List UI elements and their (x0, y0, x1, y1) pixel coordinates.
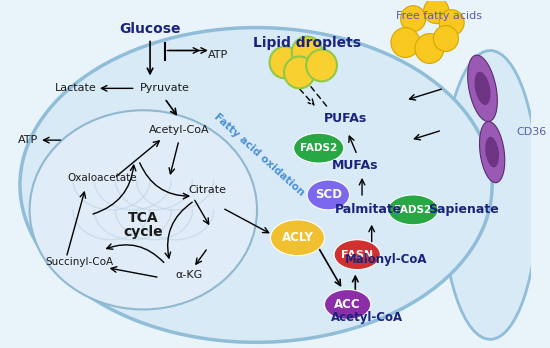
Ellipse shape (388, 195, 438, 225)
Circle shape (391, 27, 420, 57)
Ellipse shape (468, 55, 497, 121)
Ellipse shape (30, 110, 257, 309)
Ellipse shape (20, 27, 492, 342)
Text: Malonyl-CoA: Malonyl-CoA (345, 253, 427, 266)
Ellipse shape (485, 137, 499, 167)
Text: Lactate: Lactate (55, 83, 97, 93)
Ellipse shape (480, 121, 505, 183)
Circle shape (439, 10, 464, 35)
Text: CD36: CD36 (516, 127, 547, 137)
Text: MUFAs: MUFAs (332, 159, 378, 172)
Circle shape (433, 26, 458, 52)
Circle shape (415, 33, 444, 63)
Text: ATP: ATP (208, 50, 228, 61)
Text: ACLY: ACLY (282, 231, 314, 244)
Circle shape (270, 47, 300, 78)
Ellipse shape (294, 133, 344, 163)
Text: Acetyl-CoA: Acetyl-CoA (331, 311, 403, 324)
Text: ATP: ATP (18, 135, 38, 145)
Circle shape (306, 49, 337, 81)
Text: Glucose: Glucose (119, 22, 181, 35)
Text: TCA: TCA (128, 211, 158, 225)
Text: α-KG: α-KG (175, 270, 202, 279)
Text: cycle: cycle (124, 225, 163, 239)
Ellipse shape (334, 240, 381, 270)
Text: ACC: ACC (334, 298, 361, 311)
Text: Free fatty acids: Free fatty acids (396, 11, 482, 21)
Text: FADS2: FADS2 (394, 205, 432, 215)
Circle shape (400, 6, 426, 32)
Ellipse shape (442, 50, 538, 339)
Ellipse shape (307, 180, 349, 210)
Text: Lipid droplets: Lipid droplets (253, 35, 361, 49)
Text: Succinyl-CoA: Succinyl-CoA (46, 256, 114, 267)
Ellipse shape (271, 220, 324, 256)
Text: SCD: SCD (315, 188, 342, 201)
Text: Sapienate: Sapienate (428, 203, 499, 216)
Ellipse shape (324, 290, 371, 319)
Text: Oxaloacetate: Oxaloacetate (67, 173, 137, 183)
Text: FADS2: FADS2 (300, 143, 337, 153)
Ellipse shape (475, 72, 491, 105)
Circle shape (284, 56, 315, 88)
Text: PUFAs: PUFAs (324, 112, 367, 125)
Circle shape (292, 37, 322, 69)
Text: Citrate: Citrate (189, 185, 227, 195)
Text: Pyruvate: Pyruvate (140, 83, 189, 93)
Circle shape (424, 0, 449, 24)
Text: Palmitate: Palmitate (335, 203, 403, 216)
Text: FASN: FASN (341, 250, 373, 260)
Text: Acetyl-CoA: Acetyl-CoA (148, 125, 209, 135)
Text: Fatty acid oxidation: Fatty acid oxidation (212, 112, 306, 198)
